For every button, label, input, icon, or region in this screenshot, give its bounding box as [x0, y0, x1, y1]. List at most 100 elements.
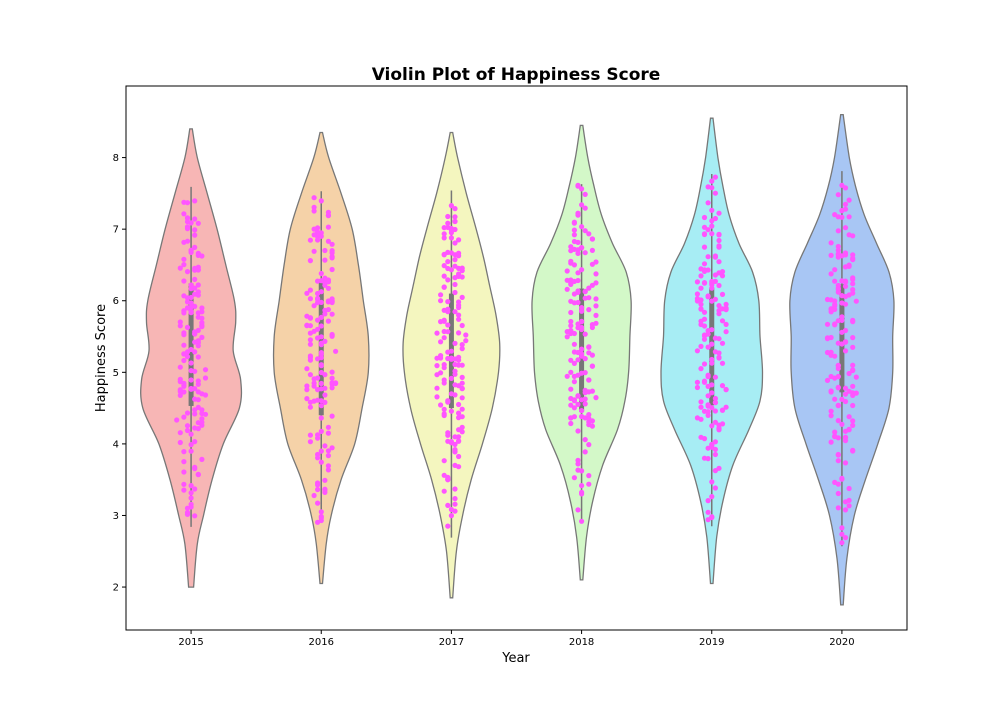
swarm-point	[579, 267, 585, 273]
swarm-point	[579, 468, 585, 474]
swarm-point	[304, 366, 310, 372]
swarm-2016	[304, 195, 339, 525]
swarm-point	[698, 343, 704, 349]
swarm-point	[195, 471, 201, 477]
swarm-point	[575, 461, 581, 467]
swarm-point	[701, 231, 708, 237]
swarm-point	[564, 268, 570, 274]
swarm-point	[835, 318, 841, 324]
swarm-point	[850, 344, 856, 350]
swarm-point	[842, 252, 849, 258]
swarm-point	[582, 356, 588, 362]
swarm-point	[712, 349, 719, 355]
swarm-2018	[564, 182, 599, 524]
swarm-point	[184, 505, 191, 511]
swarm-point	[184, 226, 191, 232]
swarm-point	[177, 319, 183, 325]
swarm-point	[438, 292, 444, 298]
swarm-point	[181, 469, 187, 475]
swarm-point	[459, 374, 465, 380]
swarm-point	[701, 378, 708, 384]
swarm-point	[184, 410, 191, 416]
swarm-point	[719, 407, 726, 413]
swarm-point	[452, 281, 458, 288]
swarm-point	[456, 354, 462, 360]
swarm-point	[192, 276, 198, 282]
swarm-point	[318, 323, 324, 329]
swarm-point	[195, 220, 201, 226]
swarm-point	[568, 309, 574, 316]
swarm-point	[325, 224, 331, 230]
swarm-point	[828, 413, 834, 419]
swarm-point	[694, 291, 701, 297]
swarm-point	[828, 252, 834, 258]
swarm-point	[694, 279, 701, 285]
swarm-point	[307, 341, 313, 347]
swarm-point	[586, 415, 592, 421]
swarm-point	[315, 432, 321, 438]
swarm-point	[463, 338, 469, 344]
swarm-point	[835, 192, 841, 198]
swarm-point	[582, 370, 588, 376]
swarm-point	[192, 232, 198, 238]
swarm-point	[828, 271, 834, 277]
swarm-point	[311, 195, 317, 201]
swarm-point	[842, 185, 849, 191]
swarm-point	[456, 410, 462, 416]
swarm-point	[452, 368, 458, 374]
swarm-point	[318, 398, 324, 404]
swarm-point	[828, 297, 834, 303]
swarm-point	[195, 327, 201, 333]
swarm-point	[701, 336, 708, 342]
swarm-point	[188, 483, 194, 489]
swarm-point	[445, 322, 451, 328]
swarm-point	[716, 259, 722, 265]
swarm-point	[311, 492, 317, 499]
swarm-point	[701, 316, 708, 322]
swarm-point	[712, 439, 719, 445]
violin-2017	[402, 131, 501, 599]
swarm-point	[322, 275, 328, 281]
swarm-point	[582, 396, 588, 402]
swarm-point	[571, 475, 578, 481]
swarm-point	[828, 389, 834, 395]
swarm-point	[452, 448, 458, 455]
swarm-point	[184, 215, 191, 221]
swarm-point	[575, 401, 581, 407]
swarm-point	[452, 240, 458, 246]
swarm-point	[333, 380, 339, 386]
swarm-point	[850, 362, 856, 368]
swarm-point	[434, 385, 440, 391]
swarm-point	[445, 299, 451, 305]
swarm-point	[329, 250, 335, 256]
swarm-point	[719, 360, 726, 366]
swarm-point	[441, 231, 447, 237]
swarm-point	[846, 197, 852, 203]
swarm-point	[586, 412, 592, 418]
swarm-point	[456, 438, 462, 444]
swarm-point	[456, 253, 462, 259]
swarm-point	[705, 498, 711, 504]
swarm-point	[445, 432, 451, 438]
swarm-point	[199, 253, 205, 259]
swarm-point	[438, 298, 444, 304]
swarm-point	[694, 348, 701, 354]
swarm-point	[701, 224, 708, 230]
swarm-point	[184, 200, 191, 206]
swarm-point	[709, 405, 715, 411]
swarm-point	[579, 346, 585, 352]
swarm-point	[199, 456, 205, 462]
swarm-point	[701, 261, 708, 267]
swarm-point	[315, 356, 321, 362]
y-tick-label: 7	[113, 225, 119, 236]
swarm-point	[315, 451, 321, 458]
swarm-point	[311, 232, 317, 238]
swarm-point	[181, 278, 187, 284]
swarm-point	[586, 377, 592, 383]
swarm-point	[723, 307, 729, 313]
swarm-point	[448, 506, 454, 513]
swarm-point	[192, 216, 198, 222]
swarm-point	[842, 434, 849, 440]
swarm-point	[709, 231, 715, 237]
swarm-point	[452, 496, 458, 502]
